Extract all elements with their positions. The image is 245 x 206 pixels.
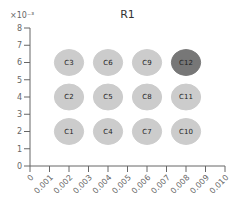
html-text:×10⁻³: ×10⁻³ (10, 11, 35, 20)
svg-text:C1: C1 (64, 128, 73, 136)
svg-text:C3: C3 (64, 59, 73, 67)
svg-text:0.008: 0.008 (169, 173, 192, 196)
svg-text:3: 3 (17, 110, 22, 119)
svg-text:0: 0 (17, 162, 22, 171)
svg-text:C9: C9 (142, 59, 151, 67)
svg-text:C5: C5 (103, 93, 112, 101)
svg-text:1: 1 (17, 145, 22, 154)
svg-text:C7: C7 (142, 128, 151, 136)
svg-text:7: 7 (17, 41, 22, 50)
html-text:R1: R1 (120, 8, 135, 21)
svg-text:C11: C11 (179, 93, 193, 101)
svg-text:6: 6 (17, 58, 22, 67)
svg-text:8: 8 (17, 24, 22, 33)
svg-text:C6: C6 (103, 59, 113, 67)
svg-text:C2: C2 (64, 93, 73, 101)
svg-text:4: 4 (17, 93, 22, 102)
svg-text:0.005: 0.005 (110, 173, 133, 196)
svg-text:0: 0 (25, 173, 35, 183)
svg-text:0.004: 0.004 (91, 173, 114, 196)
svg-text:0.001: 0.001 (32, 173, 55, 196)
svg-text:0.003: 0.003 (71, 173, 94, 196)
svg-text:0.007: 0.007 (149, 173, 172, 196)
svg-text:5: 5 (17, 76, 22, 85)
svg-text:C8: C8 (142, 93, 151, 101)
svg-text:0.010: 0.010 (208, 173, 231, 196)
svg-text:C12: C12 (179, 59, 193, 67)
svg-text:0.006: 0.006 (130, 173, 153, 196)
svg-text:C10: C10 (179, 128, 193, 136)
svg-text:2: 2 (17, 127, 22, 136)
svg-text:0.002: 0.002 (52, 173, 75, 196)
svg-text:C4: C4 (103, 128, 113, 136)
svg-text:0.009: 0.009 (188, 173, 211, 196)
